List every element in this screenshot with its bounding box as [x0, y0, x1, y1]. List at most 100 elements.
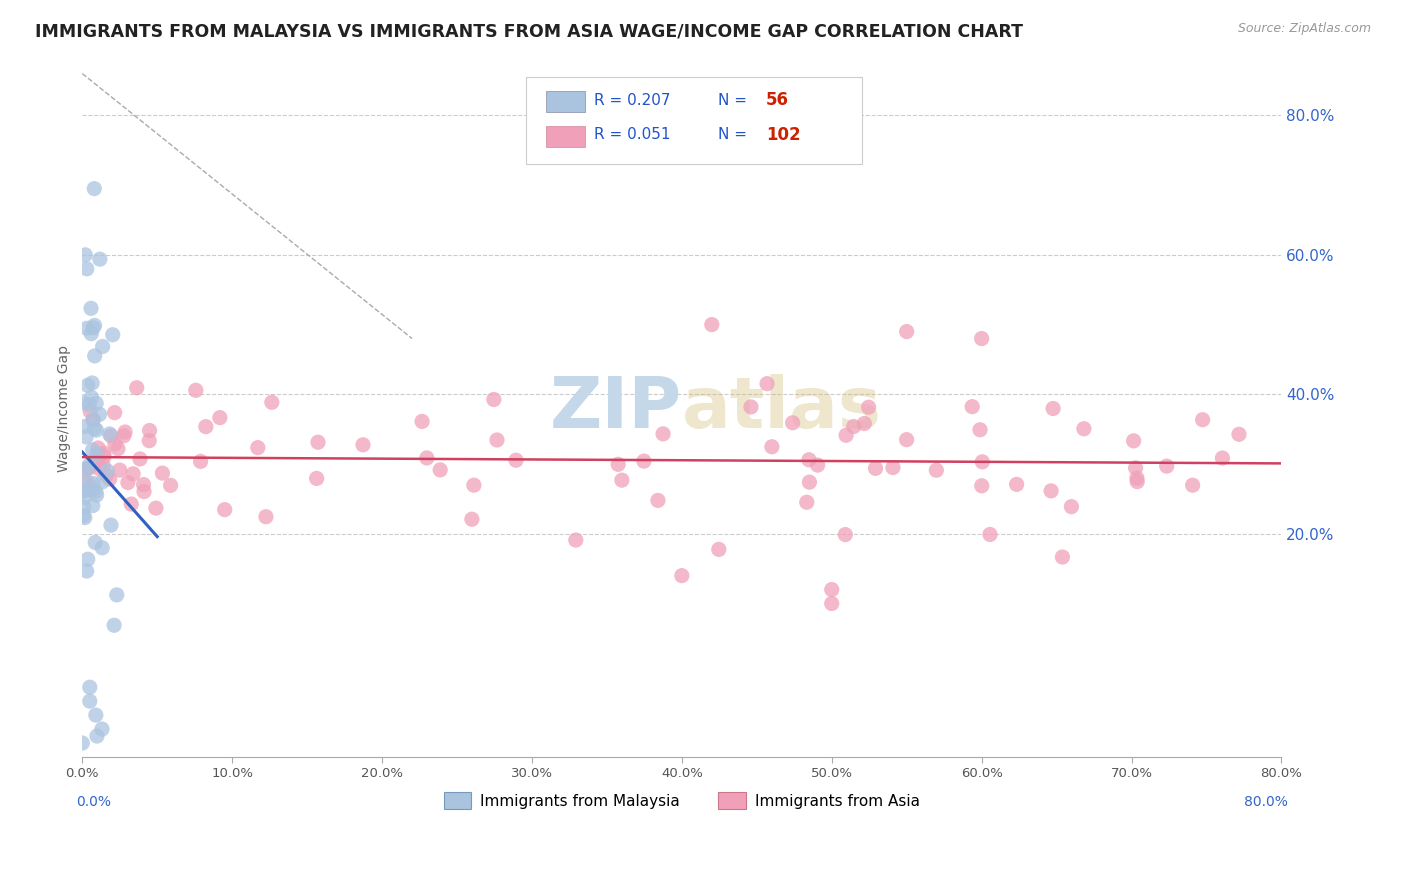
Point — [214, 502, 236, 516]
Point — [647, 493, 669, 508]
Point — [896, 325, 918, 339]
Text: N =: N = — [718, 93, 752, 108]
Point — [1060, 500, 1083, 514]
Point — [1156, 459, 1178, 474]
Point — [77, 398, 100, 412]
Point — [76, 552, 98, 566]
Point — [73, 510, 96, 524]
Text: 0.0%: 0.0% — [76, 796, 111, 809]
Point — [73, 484, 96, 499]
Point — [411, 414, 433, 428]
Point — [120, 497, 142, 511]
Point — [633, 454, 655, 468]
Point — [797, 452, 820, 467]
Point — [129, 452, 152, 467]
Point — [565, 533, 588, 547]
Point — [103, 618, 125, 632]
Point — [83, 421, 105, 435]
Point — [91, 722, 114, 736]
Point — [91, 541, 114, 555]
Text: 102: 102 — [766, 126, 800, 144]
Point — [463, 478, 485, 492]
Point — [1040, 483, 1063, 498]
Text: IMMIGRANTS FROM MALAYSIA VS IMMIGRANTS FROM ASIA WAGE/INCOME GAP CORRELATION CHA: IMMIGRANTS FROM MALAYSIA VS IMMIGRANTS F… — [35, 22, 1024, 40]
Point — [73, 491, 96, 505]
Point — [756, 376, 779, 391]
Point — [83, 349, 105, 363]
Point — [190, 454, 212, 468]
Point — [707, 542, 730, 557]
Point — [858, 401, 880, 415]
Point — [86, 729, 108, 743]
Point — [834, 527, 856, 541]
Point — [75, 430, 97, 444]
Point — [82, 413, 104, 427]
Point — [83, 318, 105, 333]
Point — [72, 508, 94, 523]
Point — [107, 442, 129, 456]
Point — [970, 479, 993, 493]
Point — [208, 410, 231, 425]
Point — [416, 450, 439, 465]
Point — [73, 419, 96, 434]
Point — [960, 400, 983, 414]
Point — [150, 466, 173, 480]
Point — [796, 495, 818, 509]
Point — [104, 406, 127, 420]
Point — [76, 564, 98, 578]
Point — [104, 437, 127, 451]
Point — [865, 461, 887, 475]
Point — [75, 248, 97, 262]
Point — [82, 320, 104, 334]
Point — [159, 478, 181, 492]
Text: R = 0.207: R = 0.207 — [595, 93, 671, 108]
Point — [86, 488, 108, 502]
Point — [1042, 401, 1064, 416]
Point — [307, 435, 329, 450]
Point — [79, 680, 101, 694]
Point — [82, 442, 104, 457]
Point — [80, 391, 103, 405]
Point — [799, 475, 821, 490]
Point — [254, 509, 277, 524]
Point — [610, 473, 633, 487]
Point — [352, 438, 374, 452]
Point — [652, 426, 675, 441]
Point — [79, 404, 101, 418]
Point — [86, 447, 108, 461]
Point — [98, 427, 121, 442]
Point — [82, 376, 104, 390]
Point — [82, 499, 104, 513]
Point — [77, 460, 100, 475]
Point — [835, 428, 858, 442]
Point — [122, 467, 145, 481]
Point — [89, 252, 111, 267]
Point — [76, 378, 98, 392]
Point — [83, 181, 105, 195]
Point — [76, 261, 98, 276]
Point — [72, 395, 94, 409]
Point — [821, 582, 844, 597]
Point — [84, 484, 107, 499]
Point — [1005, 477, 1028, 491]
Point — [1126, 475, 1149, 489]
Point — [89, 461, 111, 475]
Point — [305, 471, 328, 485]
Text: atlas: atlas — [682, 374, 882, 442]
Point — [972, 455, 994, 469]
Point — [72, 736, 94, 750]
Point — [80, 301, 103, 316]
Point — [73, 500, 96, 514]
Point — [807, 458, 830, 472]
Point — [84, 396, 107, 410]
Point — [105, 588, 128, 602]
Point — [132, 477, 155, 491]
Point — [93, 458, 115, 473]
Point — [482, 392, 505, 407]
Point — [138, 424, 160, 438]
Point — [114, 425, 136, 439]
Point — [117, 475, 139, 490]
Point — [91, 475, 114, 489]
Point — [100, 429, 122, 443]
Point — [740, 400, 762, 414]
